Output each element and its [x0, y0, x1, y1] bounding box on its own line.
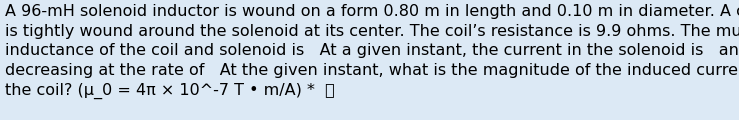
Text: A 96-mH solenoid inductor is wound on a form 0.80 m in length and 0.10 m in diam: A 96-mH solenoid inductor is wound on a … — [5, 4, 739, 99]
